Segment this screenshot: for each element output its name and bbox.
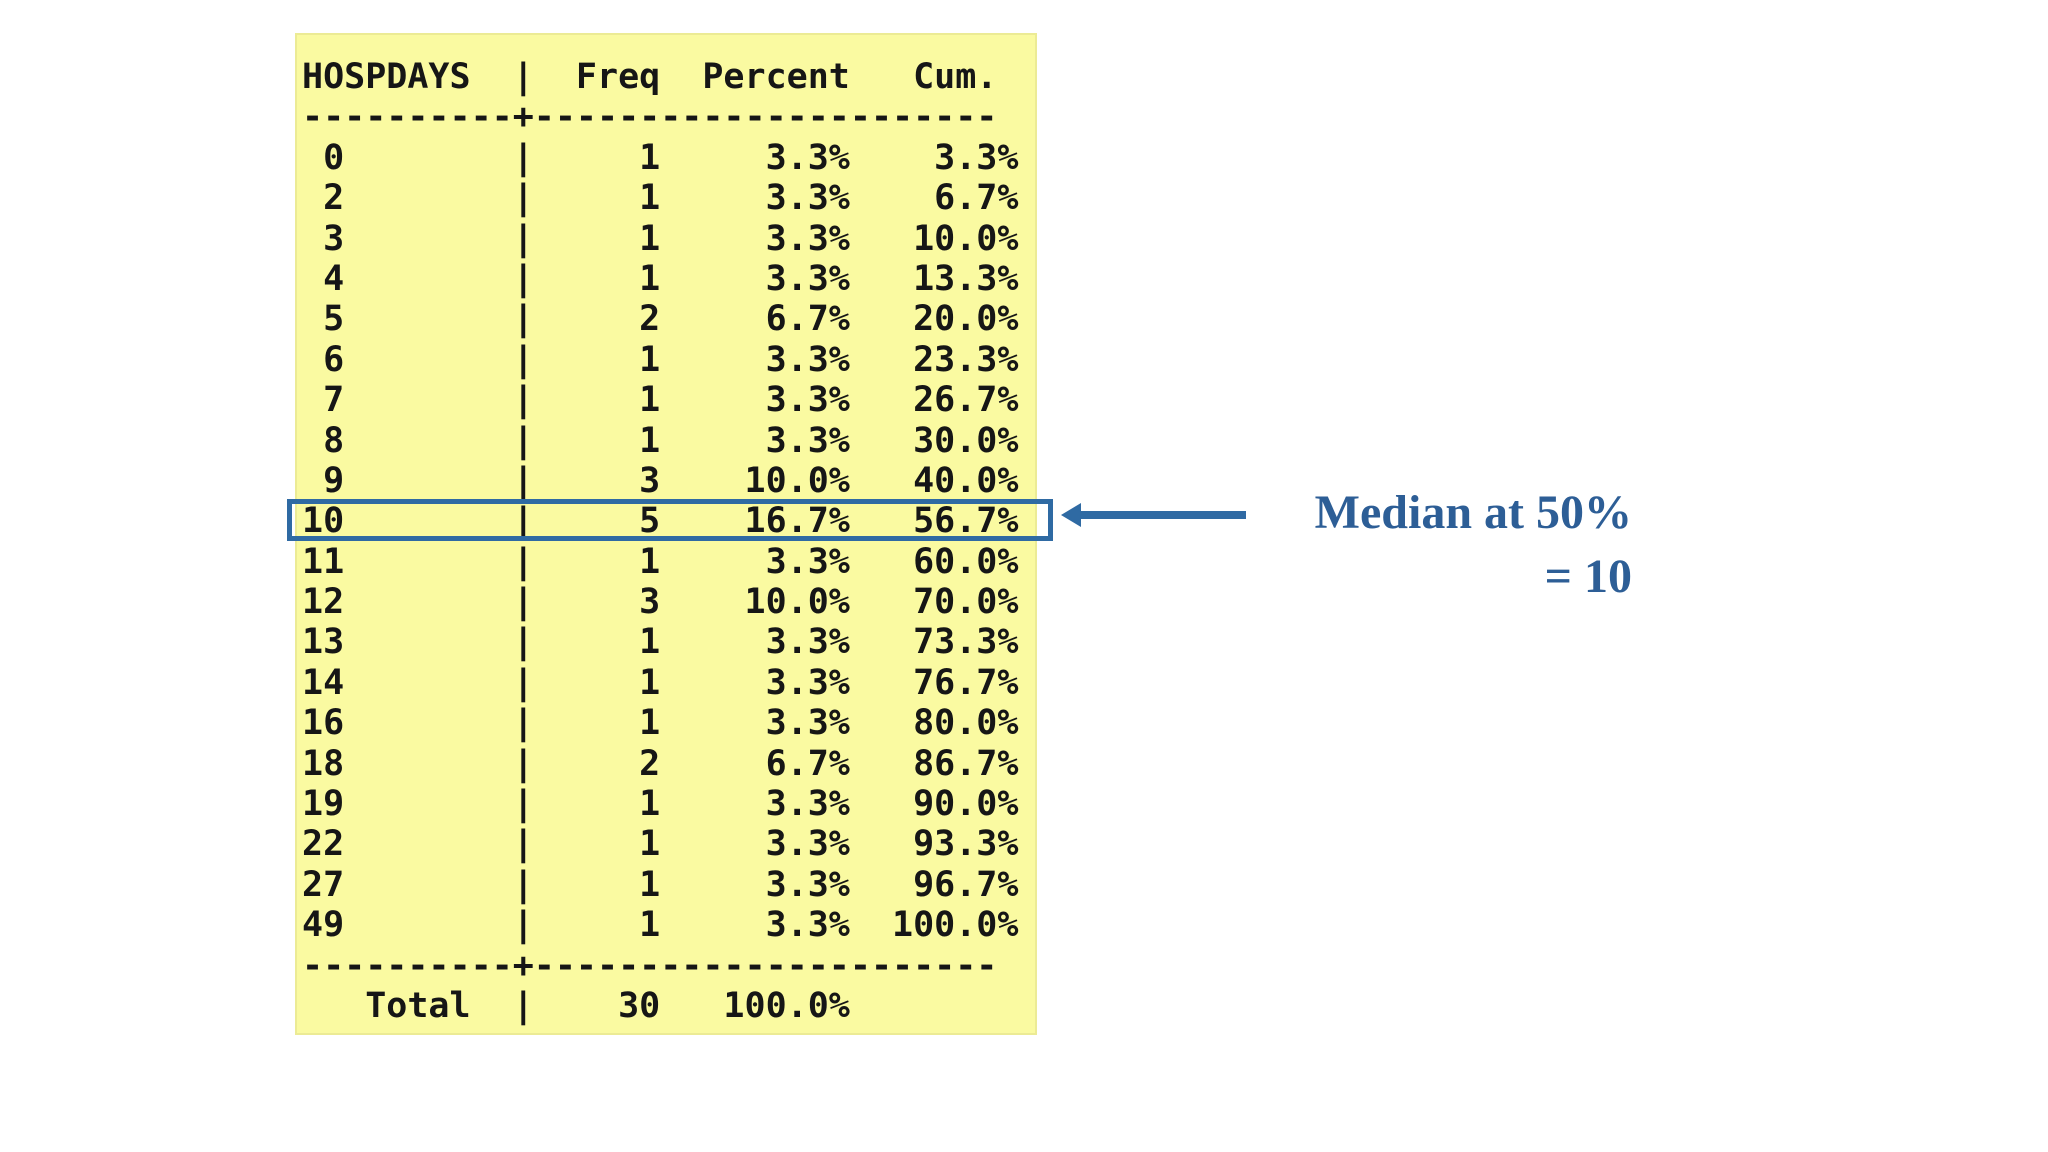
- table-row: 13 | 1 3.3% 73.3%: [302, 622, 1019, 663]
- table-row: 22 | 1 3.3% 93.3%: [302, 824, 1019, 865]
- table-row: 14 | 1 3.3% 76.7%: [302, 662, 1019, 703]
- table-row: 18 | 2 6.7% 86.7%: [302, 743, 1019, 784]
- table-row: 4 | 1 3.3% 13.3%: [302, 258, 1019, 299]
- table-row: 5 | 2 6.7% 20.0%: [302, 299, 1019, 340]
- table-total-row: Total | 30 100.0%: [302, 985, 850, 1026]
- table-row: 9 | 3 10.0% 40.0%: [302, 460, 1019, 501]
- table-row: 3 | 1 3.3% 10.0%: [302, 218, 1019, 259]
- table-header: HOSPDAYS | Freq Percent Cum.: [302, 57, 998, 97]
- table-separator: ----------+----------------------: [302, 945, 998, 986]
- table-row: 7 | 1 3.3% 26.7%: [302, 380, 1019, 421]
- table-row: 27 | 1 3.3% 96.7%: [302, 864, 1019, 905]
- median-annotation-line1: Median at 50%: [1314, 486, 1632, 539]
- arrow-left-icon: [1061, 503, 1081, 527]
- table-row: 19 | 1 3.3% 90.0%: [302, 784, 1019, 825]
- table-row-median: 10 | 5 16.7% 56.7%: [302, 501, 1019, 542]
- table-separator: ----------+----------------------: [302, 97, 998, 138]
- table-row: 2 | 1 3.3% 6.7%: [302, 178, 1019, 219]
- table-row: 49 | 1 3.3% 100.0%: [302, 905, 1019, 946]
- table-row: 6 | 1 3.3% 23.3%: [302, 339, 1019, 380]
- table-row: 16 | 1 3.3% 80.0%: [302, 703, 1019, 744]
- median-annotation-line2: = 10: [1544, 550, 1632, 603]
- frequency-table: HOSPDAYS | Freq Percent Cum. ----------+-…: [302, 57, 1035, 1026]
- median-annotation: Median at 50% = 10: [1180, 481, 1632, 609]
- table-row: 0 | 1 3.3% 3.3%: [302, 137, 1019, 178]
- table-row: 12 | 3 10.0% 70.0%: [302, 582, 1019, 623]
- table-row: 8 | 1 3.3% 30.0%: [302, 420, 1019, 461]
- table-row: 11 | 1 3.3% 60.0%: [302, 541, 1019, 582]
- arrow-shaft: [1079, 511, 1246, 519]
- frequency-table-panel: HOSPDAYS | Freq Percent Cum. ----------+-…: [295, 33, 1037, 1035]
- median-row-highlight-box: [287, 499, 1053, 541]
